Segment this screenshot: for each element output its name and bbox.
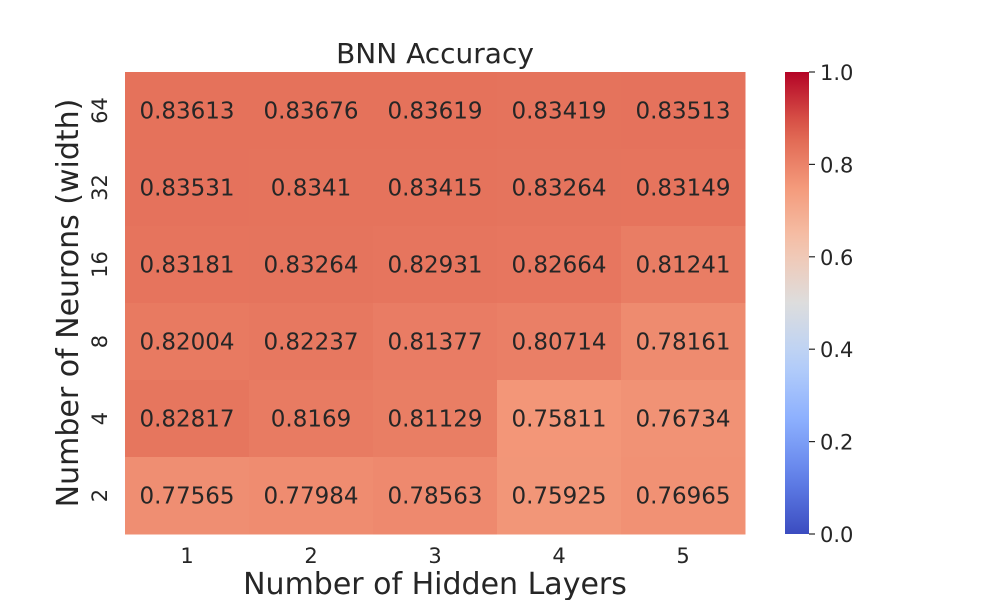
- heatmap-cell: [497, 457, 622, 535]
- heatmap-cell: [373, 226, 498, 304]
- cell-value-label: 0.83676: [263, 99, 358, 125]
- y-axis-label: Number of Neurons (width): [51, 99, 86, 508]
- heatmap-cell: [249, 226, 374, 304]
- heatmap-cell: [125, 457, 250, 535]
- heatmap-cell: [249, 303, 374, 381]
- heatmap-cell: [621, 303, 746, 381]
- x-tick-labels: 1 2 3 4 5: [180, 544, 689, 568]
- heatmap-cell: [125, 380, 250, 458]
- cell-value-label: 0.8341: [271, 176, 351, 202]
- heatmap-cell: [249, 149, 374, 227]
- colorbar: [785, 72, 809, 534]
- heatmap-cell: [373, 380, 498, 458]
- cell-value-label: 0.76965: [635, 484, 730, 510]
- cell-value-label: 0.8169: [271, 407, 351, 433]
- x-tick-label: 3: [428, 544, 441, 568]
- colorbar-tick-label: 0.4: [820, 338, 853, 362]
- y-tick-label: 16: [88, 251, 112, 278]
- heatmap-cell: [125, 303, 250, 381]
- cell-value-label: 0.83415: [387, 176, 482, 202]
- colorbar-tick-label: 0.6: [820, 246, 853, 270]
- cell-value-label: 0.81129: [387, 407, 482, 433]
- heatmap-cell: [249, 72, 374, 150]
- cell-value-label: 0.83513: [635, 99, 730, 125]
- heatmap-cells: 0.83613 0.83676 0.83619 0.83419 0.83513 0.835…: [125, 72, 746, 535]
- heatmap-cell: [621, 226, 746, 304]
- y-tick-labels: 64 32 16 8 4 2: [88, 97, 112, 502]
- cell-value-label: 0.82931: [387, 253, 482, 279]
- y-tick-label: 64: [88, 97, 112, 124]
- cell-value-label: 0.83264: [511, 176, 606, 202]
- colorbar-ticks: 0.0 0.2 0.4 0.6 0.8 1.0: [809, 61, 853, 547]
- heatmap-cell: [373, 72, 498, 150]
- heatmap-cell: [249, 457, 374, 535]
- heatmap-cell: [621, 380, 746, 458]
- heatmap-cell: [125, 226, 250, 304]
- colorbar-tick-label: 0.8: [820, 153, 853, 177]
- x-tick-label: 4: [552, 544, 565, 568]
- heatmap-cell: [249, 380, 374, 458]
- cell-value-label: 0.83149: [635, 176, 730, 202]
- cell-value-label: 0.76734: [635, 407, 730, 433]
- heatmap-cell: [621, 457, 746, 535]
- cell-value-label: 0.77565: [139, 484, 234, 510]
- heatmap-cell: [497, 226, 622, 304]
- y-tick-label: 2: [88, 489, 112, 502]
- y-tick-label: 8: [88, 335, 112, 348]
- cell-value-label: 0.80714: [511, 330, 606, 356]
- heatmap-cell: [497, 72, 622, 150]
- colorbar-tick-label: 0.2: [820, 431, 853, 455]
- cell-value-label: 0.83181: [139, 253, 234, 279]
- heatmap-cell: [497, 149, 622, 227]
- x-tick-label: 5: [676, 544, 689, 568]
- cell-value-label: 0.83264: [263, 253, 358, 279]
- cell-value-label: 0.78161: [635, 330, 730, 356]
- colorbar-tick-label: 1.0: [820, 61, 853, 85]
- heatmap-cell: [125, 149, 250, 227]
- cell-value-label: 0.82004: [139, 330, 234, 356]
- heatmap-cell: [497, 380, 622, 458]
- cell-value-label: 0.82664: [511, 253, 606, 279]
- cell-value-label: 0.82237: [263, 330, 358, 356]
- heatmap-cell: [373, 303, 498, 381]
- cell-value-label: 0.77984: [263, 484, 358, 510]
- cell-value-label: 0.81241: [635, 253, 730, 279]
- heatmap-cell: [497, 303, 622, 381]
- cell-value-label: 0.75811: [511, 407, 606, 433]
- cell-value-label: 0.83613: [139, 99, 234, 125]
- x-tick-label: 2: [304, 544, 317, 568]
- cell-value-label: 0.75925: [511, 484, 606, 510]
- y-tick-label: 32: [88, 174, 112, 201]
- colorbar-tick-label: 0.0: [820, 523, 853, 547]
- heatmap-cell: [373, 457, 498, 535]
- heatmap-cell: [125, 72, 250, 150]
- y-tick-label: 4: [88, 412, 112, 425]
- chart-title: BNN Accuracy: [336, 37, 534, 70]
- cell-value-label: 0.82817: [139, 407, 234, 433]
- cell-value-label: 0.81377: [387, 330, 482, 356]
- cell-value-label: 0.83531: [139, 176, 234, 202]
- cell-value-label: 0.83619: [387, 99, 482, 125]
- cell-value-label: 0.83419: [511, 99, 606, 125]
- heatmap-cell: [621, 72, 746, 150]
- x-tick-label: 1: [180, 544, 193, 568]
- cell-value-label: 0.78563: [387, 484, 482, 510]
- heatmap-cell: [373, 149, 498, 227]
- x-axis-label: Number of Hidden Layers: [243, 567, 627, 600]
- heatmap-cell: [621, 149, 746, 227]
